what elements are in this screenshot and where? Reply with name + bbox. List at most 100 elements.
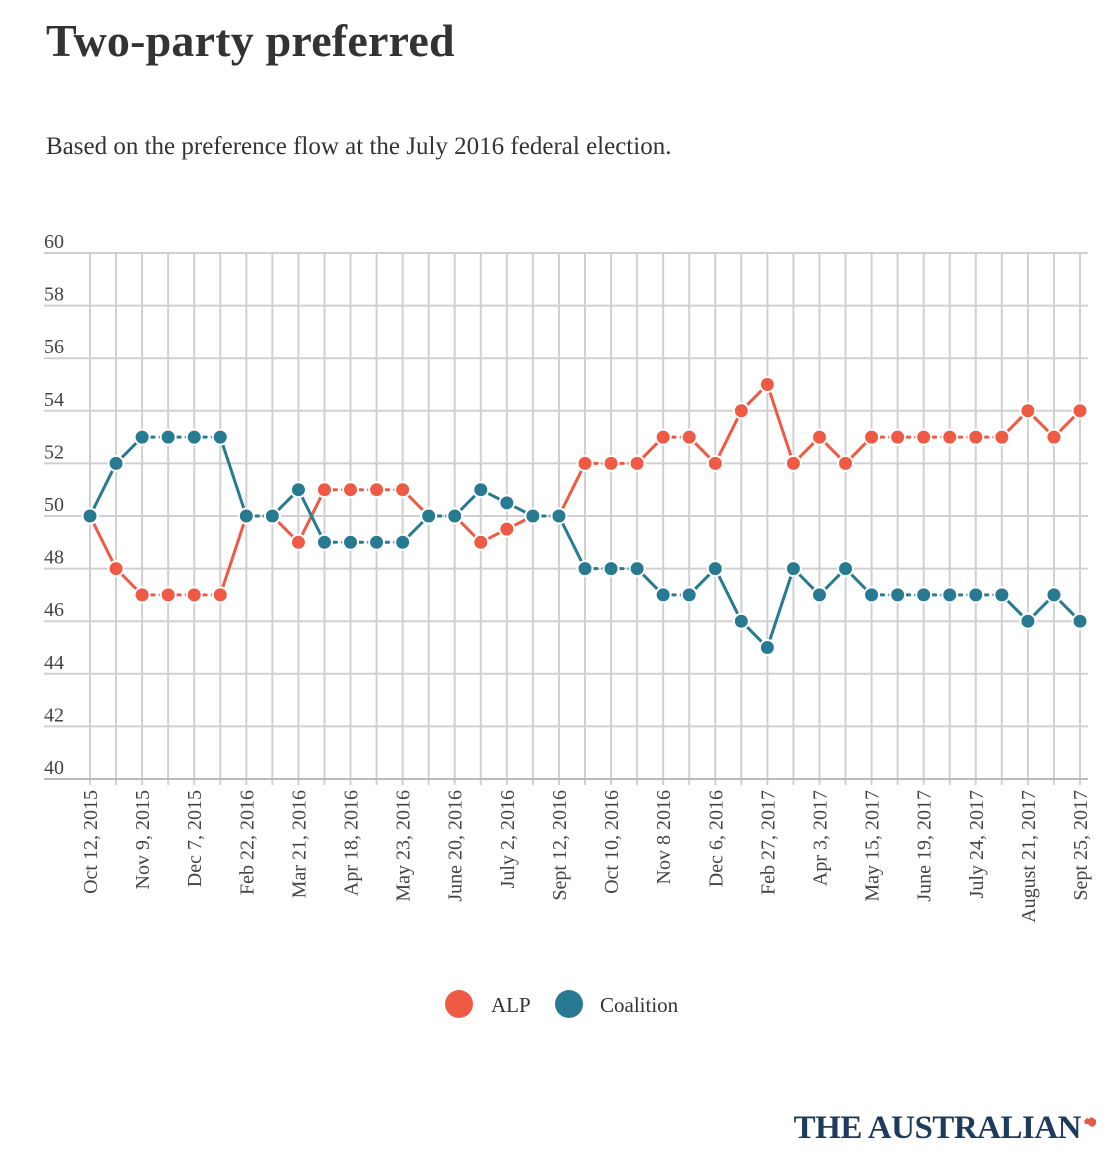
series-coalition	[81, 428, 1089, 656]
y-tick-label: 40	[44, 757, 64, 779]
data-point-alp[interactable]	[732, 402, 750, 420]
data-point-coalition[interactable]	[315, 533, 333, 551]
data-point-coalition[interactable]	[133, 428, 151, 446]
legend-item-alp[interactable]: ALP	[445, 990, 531, 1018]
data-point-coalition[interactable]	[446, 507, 464, 525]
data-point-alp[interactable]	[315, 481, 333, 499]
data-point-alp[interactable]	[706, 454, 724, 472]
y-tick-label: 56	[44, 336, 64, 358]
data-point-alp[interactable]	[915, 428, 933, 446]
series-line-segment-alp	[713, 409, 743, 465]
chart-title: Two-party preferred	[46, 15, 455, 66]
data-point-coalition[interactable]	[289, 481, 307, 499]
data-point-coalition[interactable]	[237, 507, 255, 525]
data-point-alp[interactable]	[758, 376, 776, 393]
data-point-coalition[interactable]	[81, 507, 99, 525]
x-tick-label: May 15, 2017	[862, 790, 884, 902]
data-point-alp[interactable]	[498, 520, 516, 538]
data-point-coalition[interactable]	[472, 481, 490, 499]
data-point-coalition[interactable]	[342, 533, 360, 551]
data-point-alp[interactable]	[889, 428, 907, 446]
data-point-coalition[interactable]	[185, 428, 203, 446]
data-point-alp[interactable]	[133, 586, 151, 604]
data-point-coalition[interactable]	[784, 560, 802, 578]
series-line-segment-coalition	[557, 514, 587, 571]
series-line-segment-alp	[765, 383, 795, 465]
legend-label-alp: ALP	[491, 993, 531, 1017]
data-point-alp[interactable]	[368, 481, 386, 499]
data-point-alp[interactable]	[159, 586, 177, 604]
x-tick-label: Mar 21, 2016	[288, 790, 310, 898]
data-point-alp[interactable]	[185, 586, 203, 604]
data-point-alp[interactable]	[394, 481, 412, 499]
data-point-coalition[interactable]	[107, 454, 125, 472]
data-point-coalition[interactable]	[1045, 586, 1063, 604]
data-point-coalition[interactable]	[524, 507, 542, 525]
x-tick-label: Oct 10, 2016	[601, 790, 623, 894]
y-tick-label: 58	[44, 284, 64, 306]
data-point-alp[interactable]	[654, 428, 672, 446]
legend-item-coalition[interactable]: Coalition	[555, 990, 679, 1018]
data-point-coalition[interactable]	[628, 560, 646, 578]
data-point-alp[interactable]	[472, 533, 490, 551]
legend-swatch-coalition	[555, 990, 583, 1018]
data-point-coalition[interactable]	[967, 586, 985, 604]
brand-name: THE AUSTRALIAN	[793, 1110, 1082, 1146]
data-point-coalition[interactable]	[550, 507, 568, 525]
x-tick-label: Nov 8 2016	[653, 790, 675, 884]
data-point-coalition[interactable]	[263, 507, 281, 525]
data-point-coalition[interactable]	[602, 560, 620, 578]
data-point-coalition[interactable]	[837, 560, 855, 578]
data-point-coalition[interactable]	[863, 586, 881, 604]
data-point-alp[interactable]	[628, 454, 646, 472]
data-point-alp[interactable]	[342, 481, 360, 499]
data-point-alp[interactable]	[810, 428, 828, 446]
data-point-coalition[interactable]	[498, 494, 516, 512]
data-point-alp[interactable]	[993, 428, 1011, 446]
data-point-alp[interactable]	[784, 454, 802, 472]
data-point-alp[interactable]	[289, 533, 307, 551]
data-point-coalition[interactable]	[159, 428, 177, 446]
data-point-coalition[interactable]	[706, 560, 724, 578]
data-point-coalition[interactable]	[889, 586, 907, 604]
data-point-coalition[interactable]	[810, 586, 828, 604]
data-point-alp[interactable]	[107, 560, 125, 578]
data-point-coalition[interactable]	[1071, 612, 1089, 630]
data-point-alp[interactable]	[941, 428, 959, 446]
data-point-alp[interactable]	[1045, 428, 1063, 446]
data-point-coalition[interactable]	[394, 533, 412, 551]
data-point-alp[interactable]	[602, 454, 620, 472]
data-point-alp[interactable]	[680, 428, 698, 446]
series-line-segment-alp	[88, 514, 118, 571]
data-point-coalition[interactable]	[654, 586, 672, 604]
data-point-coalition[interactable]	[211, 428, 229, 446]
data-point-coalition[interactable]	[368, 533, 386, 551]
series-line-segment-alp	[557, 461, 587, 518]
data-point-coalition[interactable]	[1019, 612, 1037, 630]
data-point-coalition[interactable]	[993, 586, 1011, 604]
australia-map-icon	[1084, 1116, 1096, 1127]
data-point-coalition[interactable]	[732, 612, 750, 630]
x-tick-label: July 2, 2016	[497, 790, 519, 888]
x-tick-label: Feb 22, 2016	[236, 790, 258, 895]
data-point-coalition[interactable]	[680, 586, 698, 604]
data-point-coalition[interactable]	[941, 586, 959, 604]
data-point-coalition[interactable]	[915, 586, 933, 604]
data-point-coalition[interactable]	[758, 639, 776, 656]
chart-subtitle: Based on the preference flow at the July…	[46, 133, 672, 160]
data-point-coalition[interactable]	[576, 560, 594, 578]
data-point-coalition[interactable]	[420, 507, 438, 525]
data-point-alp[interactable]	[1019, 402, 1037, 420]
data-point-alp[interactable]	[837, 454, 855, 472]
series-line-segment-coalition	[88, 461, 118, 518]
data-point-alp[interactable]	[576, 454, 594, 472]
data-point-alp[interactable]	[863, 428, 881, 446]
y-tick-label: 60	[44, 231, 64, 253]
data-point-alp[interactable]	[967, 428, 985, 446]
data-point-alp[interactable]	[211, 586, 229, 604]
x-tick-label: Sept 12, 2016	[549, 790, 571, 901]
data-point-alp[interactable]	[1071, 402, 1089, 420]
legend-label-coalition: Coalition	[600, 993, 679, 1017]
y-axis-ticks: 40 42 44 46 48 50 52 54 56 58 60	[44, 231, 64, 779]
